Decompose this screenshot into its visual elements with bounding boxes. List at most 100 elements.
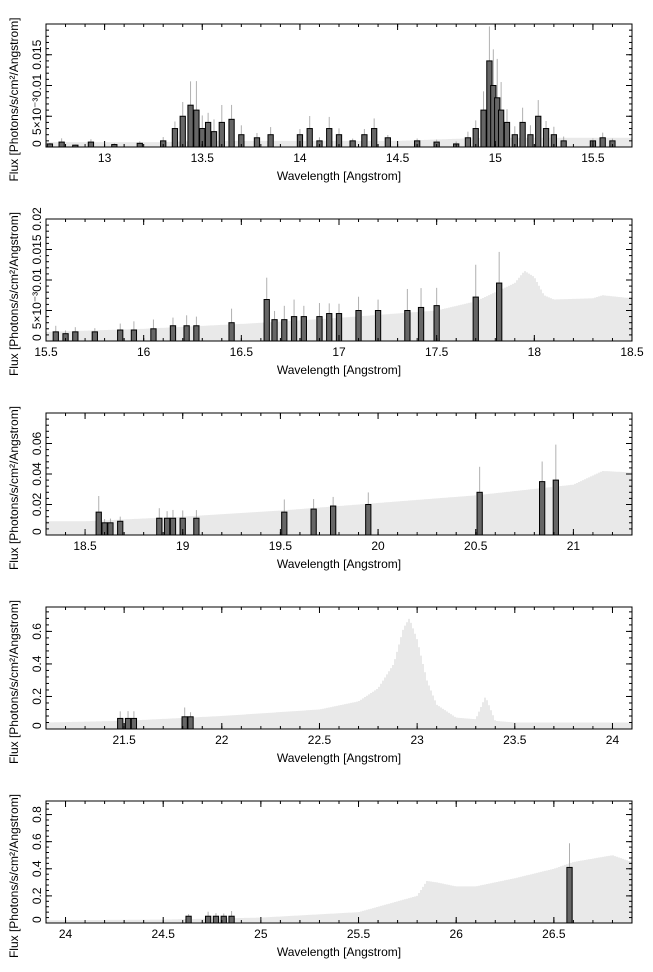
x-tick-label: 18 <box>528 345 542 359</box>
x-tick-label: 16 <box>137 345 151 359</box>
data-bin <box>193 325 200 342</box>
axes-frame <box>45 800 633 924</box>
y-axis-title: Flux [Photons/s/cm²/Angstrom] <box>7 17 21 181</box>
y-tick-label: 0 <box>30 528 44 535</box>
data-bin <box>267 134 274 148</box>
chart-panel-3: 18.5 19 19.5 20 20.5 21 0 0.02 0.04 0.06 Wavelengt… <box>7 406 633 571</box>
data-bin <box>117 329 124 342</box>
data-bin <box>306 128 313 148</box>
data-bins <box>46 26 616 148</box>
data-bin <box>472 296 479 342</box>
data-bin <box>218 121 225 148</box>
x-tick-label: 13.5 <box>191 151 215 165</box>
y-tick-label: 0 <box>30 140 44 147</box>
data-bin <box>365 504 372 536</box>
y-tick-label: 0.01 <box>30 73 44 97</box>
data-bin <box>72 331 79 342</box>
data-bin <box>310 508 317 536</box>
y-axis-ticks: 0 0.2 0.4 0.6 0.8 <box>30 803 632 924</box>
data-bin <box>539 481 546 536</box>
x-axis-ticks: 15.5 16 16.5 17 17.5 18 18.5 <box>34 219 644 359</box>
data-bins <box>52 251 503 342</box>
y-axis-title: Flux [Photons/s/cm²/Angstrom] <box>7 212 21 376</box>
data-bin <box>193 109 200 148</box>
data-bin <box>187 716 194 730</box>
x-tick-label: 19 <box>176 539 190 553</box>
x-tick-label: 16.5 <box>230 345 254 359</box>
y-tick-label: 0.015 <box>30 39 44 69</box>
data-bin <box>58 141 65 148</box>
x-tick-label: 21 <box>567 539 581 553</box>
y-axis-title: Flux [Photons/s/cm²/Angstrom] <box>7 794 21 958</box>
data-bin <box>107 522 114 536</box>
x-tick-label: 22.5 <box>308 733 332 747</box>
data-bin <box>330 505 337 536</box>
x-tick-label: 14 <box>293 151 307 165</box>
y-axis-ticks: 0 0.02 0.04 0.06 <box>30 412 632 536</box>
x-tick-label: 22 <box>215 733 229 747</box>
y-tick-label: 5×10⁻³ <box>30 98 44 135</box>
data-bin <box>185 915 192 924</box>
x-tick-label: 20.5 <box>464 539 488 553</box>
y-tick-label: 0.01 <box>30 268 44 292</box>
x-tick-label: 21.5 <box>112 733 136 747</box>
x-tick-label: 25 <box>254 927 268 941</box>
data-bin <box>355 310 362 342</box>
y-tick-label: 0.02 <box>30 207 44 231</box>
data-bin <box>566 866 573 924</box>
x-tick-label: 13 <box>98 151 112 165</box>
data-bin <box>417 306 425 342</box>
x-tick-label: 15 <box>489 151 503 165</box>
data-bin <box>480 109 487 148</box>
x-axis-ticks: 13 13.5 14 14.5 15 15.5 <box>45 24 633 165</box>
y-tick-label: 0.04 <box>30 462 44 486</box>
x-axis-title: Wavelength [Angstrom] <box>277 363 401 377</box>
data-bin <box>130 329 138 342</box>
data-bin <box>527 134 534 148</box>
model-envelope <box>46 618 632 729</box>
x-axis-title: Wavelength [Angstrom] <box>277 557 401 571</box>
y-tick-label: 0.2 <box>30 688 44 705</box>
data-bin <box>519 121 526 148</box>
y-tick-label: 0 <box>30 916 44 923</box>
data-bin <box>204 915 212 924</box>
x-tick-label: 24.5 <box>152 927 176 941</box>
data-bin <box>384 137 391 148</box>
data-bin <box>374 310 382 342</box>
y-tick-label: 0.6 <box>30 833 44 850</box>
data-bin <box>156 517 163 536</box>
y-tick-label: 0.06 <box>30 431 44 455</box>
data-bin <box>253 137 261 148</box>
data-bin <box>130 717 138 730</box>
y-tick-label: 0.2 <box>30 887 44 904</box>
x-tick-label: 18.5 <box>620 345 644 359</box>
x-axis-title: Wavelength [Angstrom] <box>277 169 401 183</box>
y-tick-label: 0 <box>30 722 44 729</box>
data-bin <box>535 115 542 148</box>
data-bin <box>404 310 411 342</box>
y-tick-label: 0.02 <box>30 492 44 516</box>
data-bin <box>228 118 235 148</box>
data-bin <box>169 517 177 536</box>
data-bin <box>210 131 218 148</box>
x-axis-ticks: 24 24.5 25 25.5 26 26.5 <box>45 801 633 941</box>
x-tick-label: 15.5 <box>34 345 58 359</box>
data-bin <box>326 128 333 148</box>
x-axis-title: Wavelength [Angstrom] <box>277 945 401 959</box>
x-tick-label: 26.5 <box>542 927 566 941</box>
data-bin <box>271 319 278 342</box>
data-bin <box>326 313 333 342</box>
x-tick-label: 18.5 <box>73 539 97 553</box>
x-axis-title: Wavelength [Angstrom] <box>277 751 401 765</box>
y-axis-ticks: 0 0.2 0.4 0.6 <box>30 611 632 730</box>
x-tick-label: 24 <box>606 733 620 747</box>
chart-panel-2: 15.5 16 16.5 17 17.5 18 18.5 0 5×10⁻³0.01 0.015 0.… <box>7 207 644 377</box>
x-tick-label: 15.5 <box>581 151 605 165</box>
data-bin <box>552 479 559 536</box>
data-bin <box>464 137 472 148</box>
y-axis-ticks: 0 5×10⁻³0.01 0.015 0.02 <box>30 207 632 342</box>
y-axis-title: Flux [Photons/s/cm²/Angstrom] <box>7 406 21 570</box>
y-tick-label: 0 <box>30 334 44 341</box>
data-bin <box>503 121 511 148</box>
data-bin <box>124 717 132 730</box>
